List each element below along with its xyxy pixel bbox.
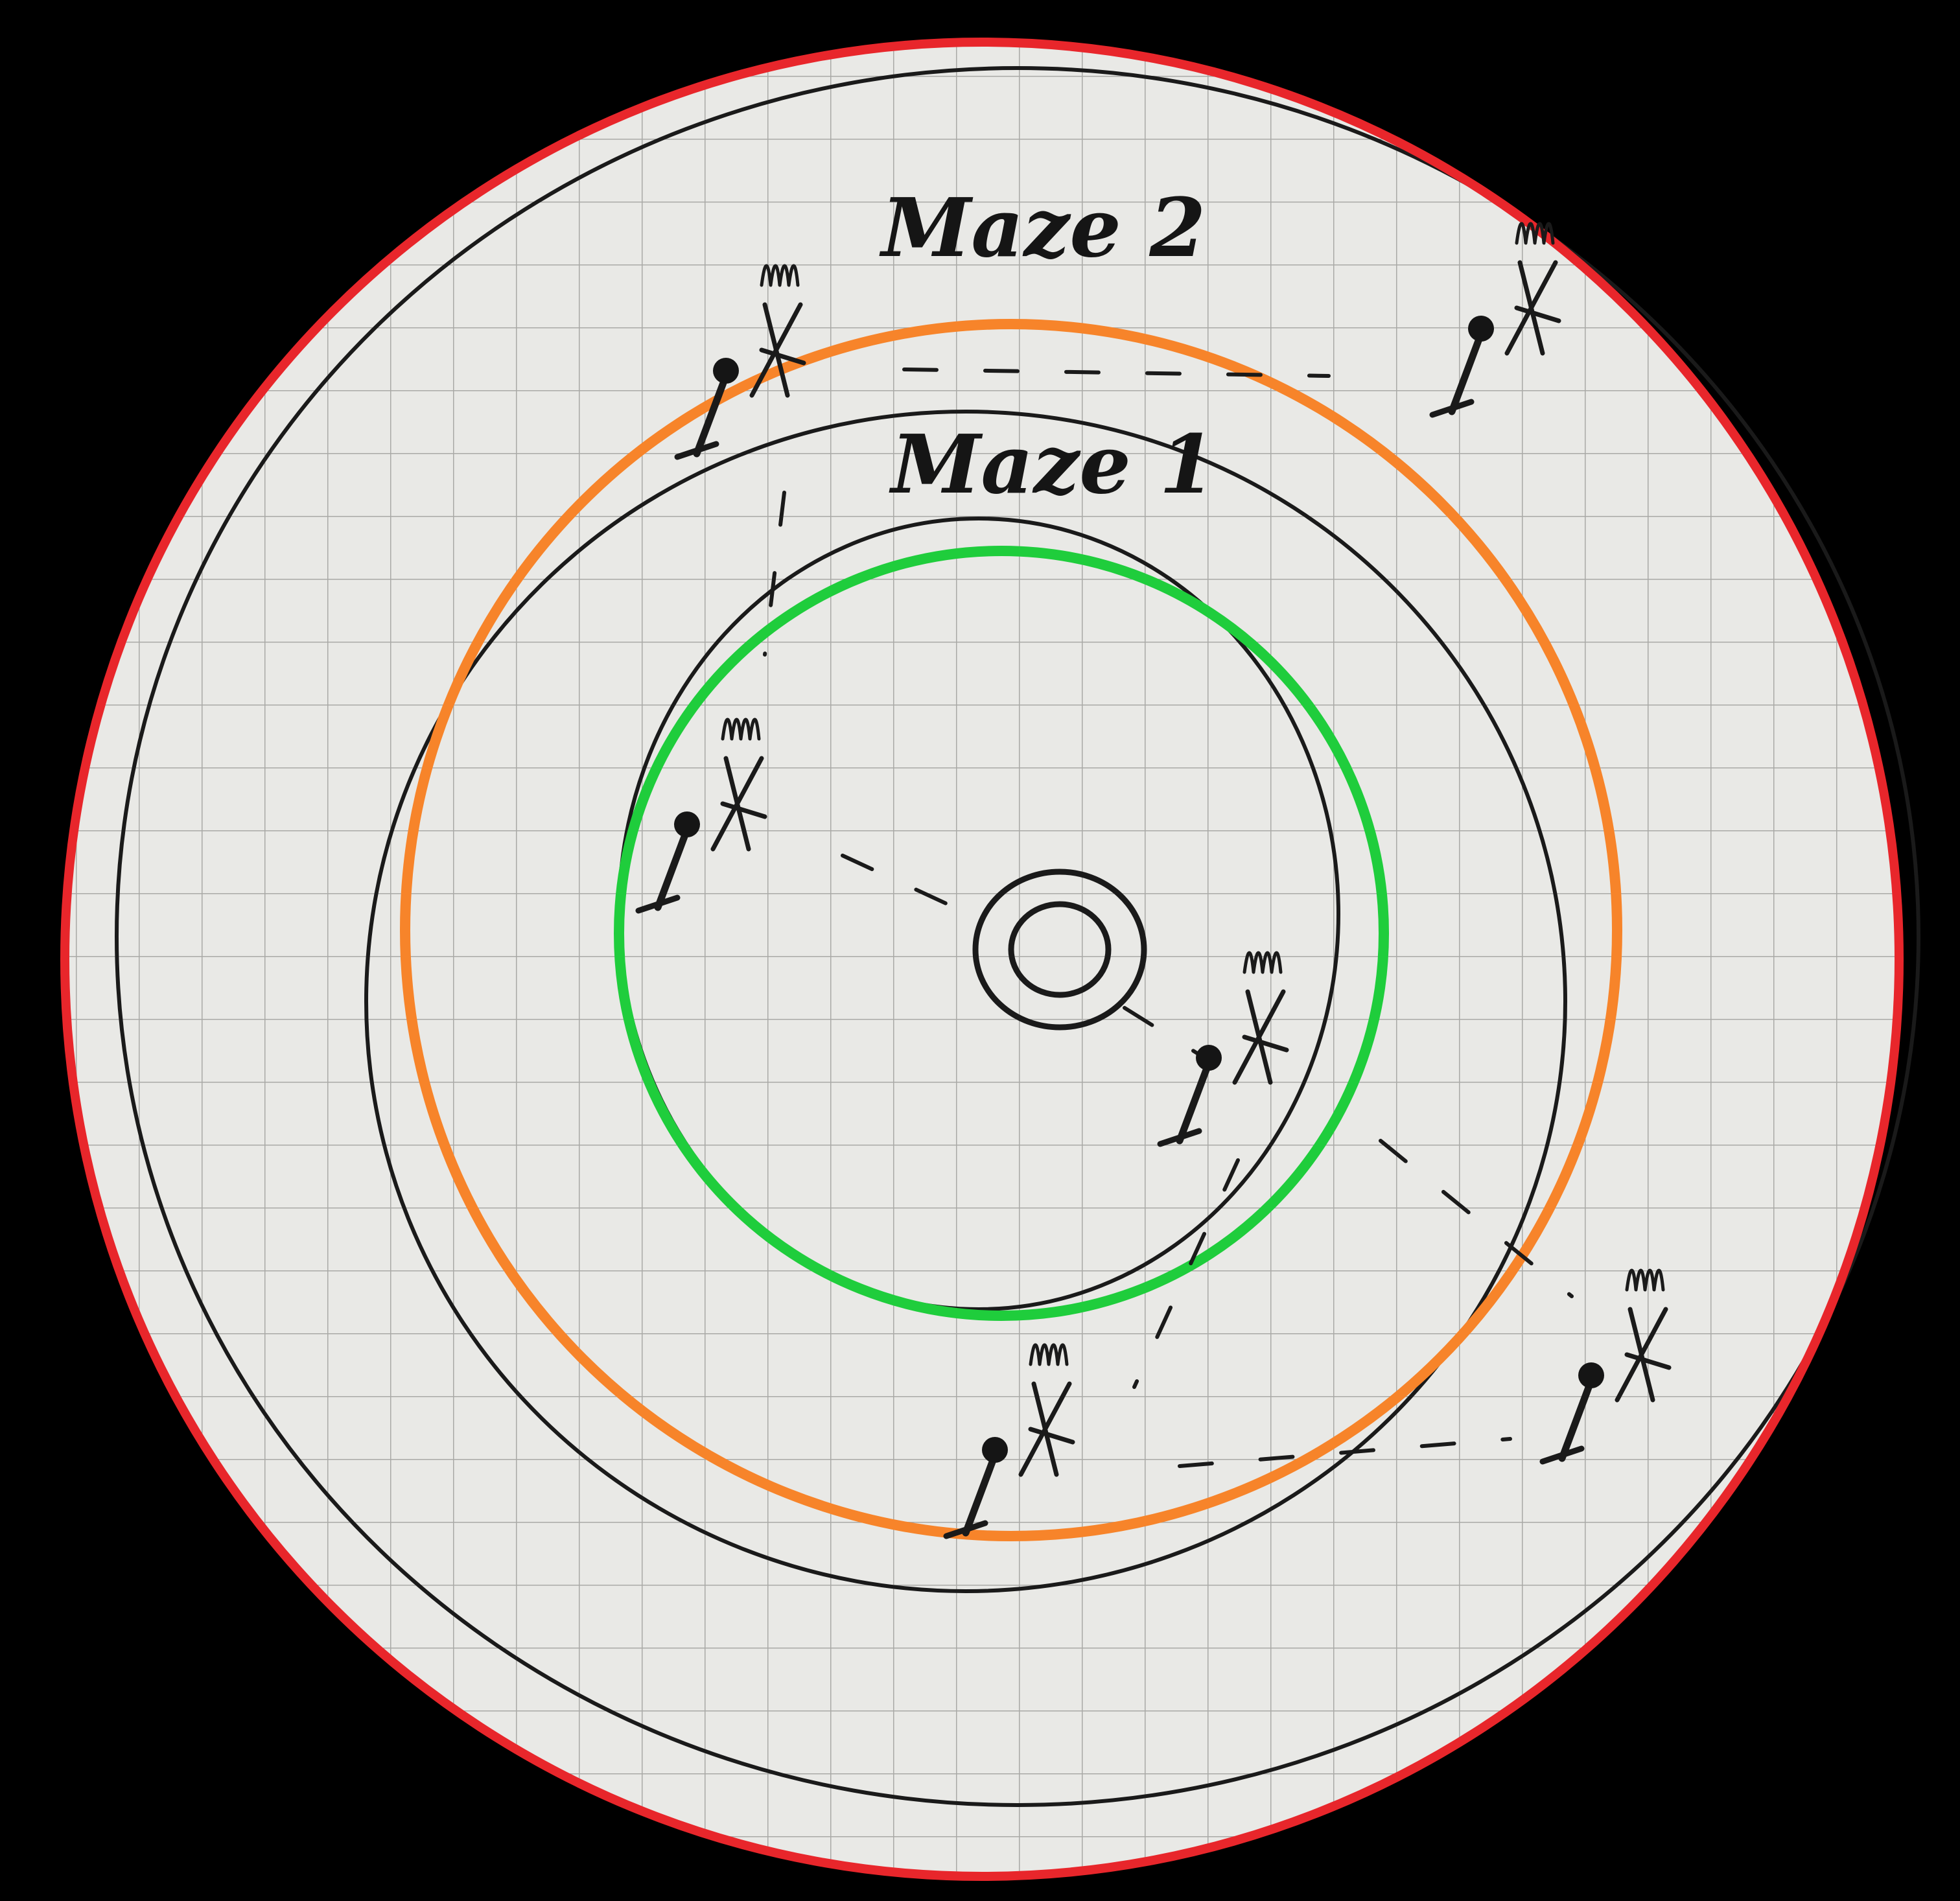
red-ring (60, 38, 1904, 1881)
maze-1-label: Maze 1 (889, 417, 1215, 512)
maze-2-label: Maze 2 (879, 181, 1206, 275)
maze-paths (763, 367, 1574, 1468)
outer-maze-boundary (115, 66, 1920, 1807)
middle-maze-boundary (364, 410, 1567, 1593)
green-ring (614, 546, 1389, 1321)
orange-ring (400, 319, 1622, 1541)
target-icon (972, 869, 1147, 1031)
